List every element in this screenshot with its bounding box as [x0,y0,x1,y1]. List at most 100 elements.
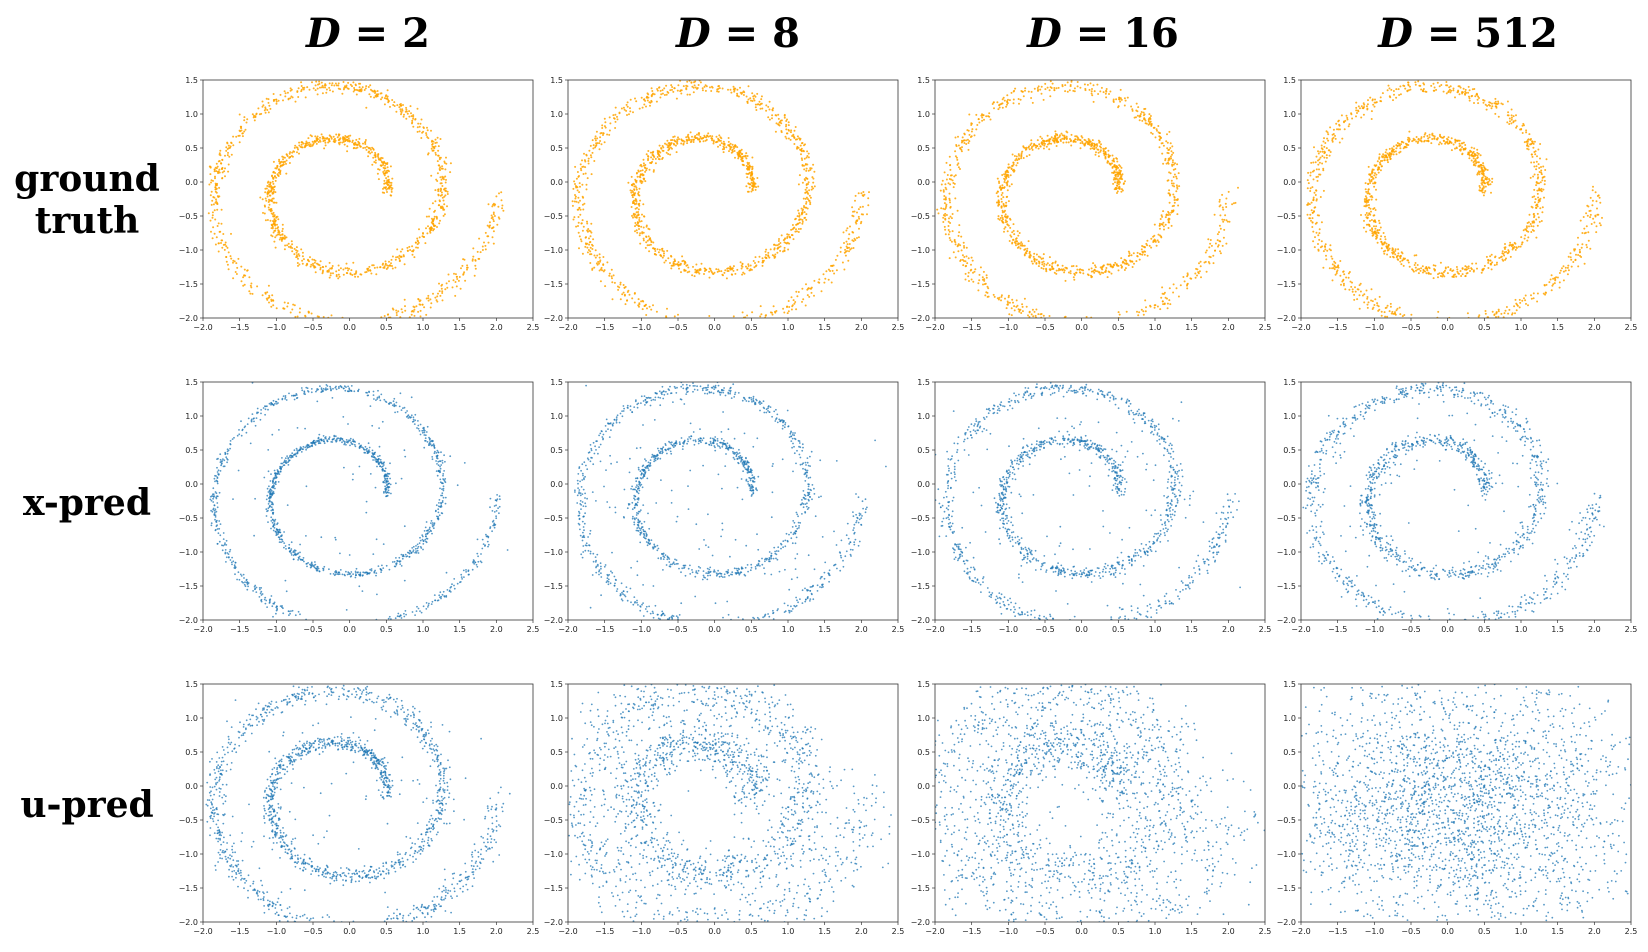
point [584,236,587,239]
point [956,158,959,161]
point [860,213,863,216]
point [1524,234,1527,237]
point [647,155,650,158]
point [1115,165,1118,167]
point [1318,161,1321,164]
point [993,295,996,298]
point [462,272,465,275]
point [1017,234,1020,237]
point [425,297,428,300]
point [590,173,593,176]
point [1170,182,1173,185]
point [1024,87,1027,90]
point [1370,219,1373,221]
point [1138,311,1141,314]
point [807,287,810,290]
point [410,115,413,118]
point [574,197,577,200]
point [1473,160,1476,163]
point [439,194,442,197]
point [285,159,288,162]
point [811,185,813,188]
point [1414,83,1417,86]
point [676,140,679,142]
point [440,287,443,290]
point [410,313,413,316]
point [629,98,632,101]
point [265,199,268,202]
point [1101,265,1104,268]
point [271,175,273,178]
point [642,231,645,234]
point [760,98,763,101]
point [344,140,347,142]
point [845,240,848,243]
point [588,243,591,246]
point [682,85,685,88]
point [492,230,495,233]
point [642,174,645,176]
point [1062,141,1065,144]
point [270,199,273,202]
point [788,306,791,308]
point [389,105,391,108]
point [996,177,999,180]
point [1028,148,1031,151]
point [804,191,807,194]
point [1166,307,1169,310]
point [758,255,761,258]
point [1508,117,1511,120]
point [1447,91,1450,94]
point [391,99,394,101]
point [1167,212,1170,214]
point [374,159,377,162]
point [772,305,775,308]
point [1379,96,1382,99]
point [1100,86,1103,89]
point [351,141,354,144]
point [1408,265,1411,268]
point [1176,213,1179,216]
point [634,178,637,181]
point [1370,299,1373,302]
point [266,298,269,301]
point [212,179,214,182]
point [992,101,995,104]
point [998,296,1001,299]
point [1348,271,1351,273]
point [329,272,332,275]
point [1006,230,1009,233]
point [613,117,615,120]
point [997,298,1000,301]
point [634,198,637,200]
point [1053,271,1056,274]
point [985,291,988,294]
point [232,135,235,138]
point [214,186,217,189]
point [644,164,647,166]
point [270,300,273,302]
point [1145,306,1147,309]
point [639,169,642,172]
point [1024,147,1026,149]
column-title-1: D = 2 [305,10,430,57]
point [951,179,954,182]
point [649,243,652,246]
point [603,117,606,120]
point [751,189,754,192]
point [739,261,742,264]
point [801,287,804,290]
point [619,283,622,286]
point [1072,89,1075,92]
point [586,246,589,249]
point [959,147,962,149]
point [1368,178,1371,181]
point [217,242,220,245]
point [385,97,388,100]
point [1100,267,1103,270]
point [1172,209,1175,212]
point [483,241,485,244]
point [642,226,645,229]
point [965,255,968,258]
point [805,186,808,189]
